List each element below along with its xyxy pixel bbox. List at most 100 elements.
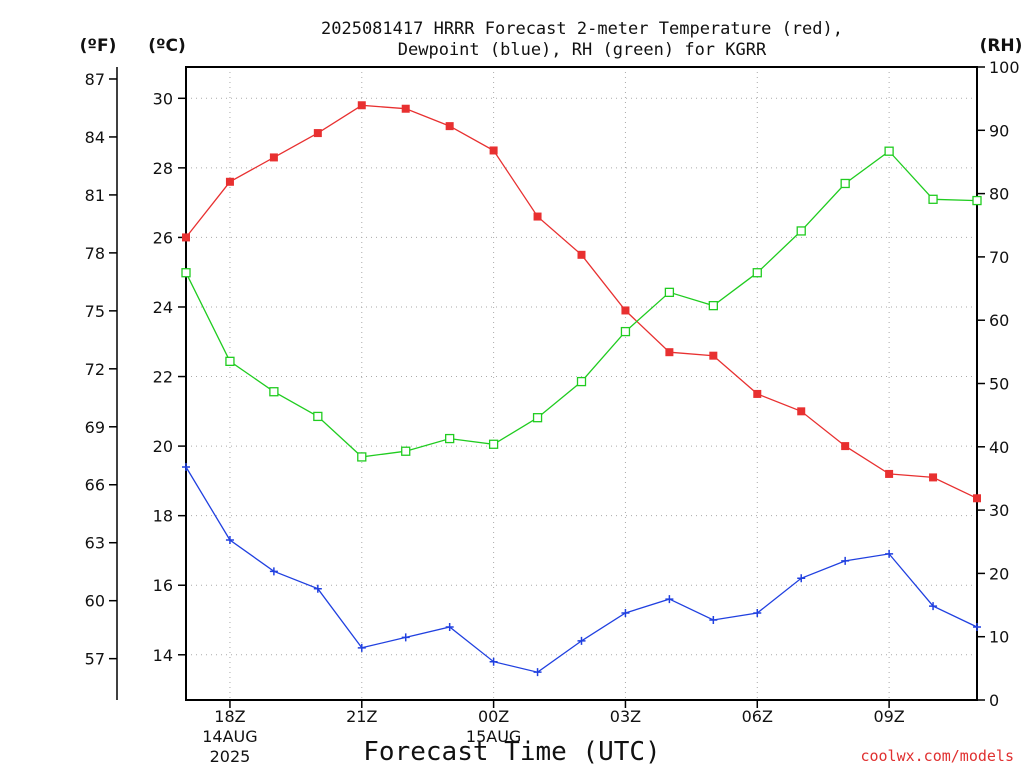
dewpoint-point [885, 549, 894, 558]
fahrenheit-tick-label: 87 [85, 70, 105, 89]
temperature-point [357, 101, 366, 110]
fahrenheit-tick-label: 75 [85, 302, 105, 321]
dewpoint-point [225, 536, 234, 545]
dewpoint-point [973, 622, 981, 631]
temperature-point [269, 153, 278, 162]
fahrenheit-tick-label: 81 [85, 186, 105, 205]
rh-point [181, 268, 191, 278]
fahrenheit-tick-label: 78 [85, 244, 105, 263]
dewpoint-point [841, 556, 850, 565]
rh-point [708, 300, 718, 311]
temperature-point [753, 389, 762, 398]
rh-point [357, 452, 367, 462]
celsius-tick-label: 28 [153, 159, 173, 178]
x-tick-label: 2025 [210, 747, 251, 766]
rh-point [664, 287, 675, 297]
temperature-point [665, 348, 674, 357]
rh-tick-label: 70 [989, 248, 1009, 267]
axes: 14 16 18 20 22 24 26 28 30 57 60 63 66 69 72 75 78 81 84 87… [85, 58, 1020, 766]
dewpoint-point [753, 609, 762, 618]
rh-point [532, 413, 543, 423]
fahrenheit-tick-label: 63 [85, 534, 105, 553]
dewpoint-point [533, 668, 542, 677]
rh-tick-label: 90 [989, 121, 1009, 140]
temperature-point [489, 146, 498, 155]
temperature-point [973, 494, 981, 503]
rh-point [928, 194, 938, 204]
rh-point [840, 178, 850, 189]
credit-label: coolwx.com/models [860, 747, 1014, 765]
rh-point [796, 226, 806, 236]
temperature-point [709, 351, 718, 360]
chart-title-line2: Dewpoint (blue), RH (green) for KGRR [398, 40, 767, 60]
temperature-point [621, 306, 630, 315]
temperature-point [182, 233, 190, 242]
temperature-point [797, 407, 806, 416]
rh-tick-label: 80 [989, 185, 1009, 204]
celsius-tick-label: 30 [153, 89, 173, 108]
dewpoint-point [797, 574, 806, 583]
fahrenheit-tick-label: 60 [85, 592, 105, 611]
rh-point [401, 446, 411, 456]
fahrenheit-tick-label: 66 [85, 476, 105, 495]
rh-tick-label: 0 [989, 691, 999, 710]
rh-point [269, 387, 279, 397]
dewpoint-point [489, 657, 498, 666]
rh-tick-label: 10 [989, 628, 1009, 647]
celsius-tick-label: 14 [153, 646, 173, 665]
rh-point [488, 439, 499, 449]
temperature-point [841, 442, 850, 451]
dewpoint-point [709, 616, 718, 625]
dewpoint-point [929, 602, 938, 611]
rh-point [313, 411, 323, 422]
fahrenheit-tick-label: 84 [85, 128, 105, 147]
temperature-point [225, 177, 234, 186]
x-tick-label: 15AUG [466, 727, 521, 746]
grid-lines [186, 67, 977, 700]
rh-point [225, 356, 235, 366]
celsius-tick-label: 20 [153, 437, 173, 456]
rh-tick-label: 100 [989, 58, 1020, 77]
celsius-tick-label: 24 [153, 298, 173, 317]
dewpoint-point [182, 462, 190, 471]
x-tick-label: 14AUG [202, 727, 257, 746]
x-tick-label: 00Z [478, 707, 509, 726]
celsius-tick-label: 22 [153, 368, 173, 387]
celsius-unit-label: (ºC) [148, 36, 186, 56]
dewpoint-point [621, 609, 630, 618]
rh-tick-label: 30 [989, 501, 1009, 520]
x-tick-label: 03Z [610, 707, 641, 726]
rh-point [576, 376, 587, 387]
data-series [181, 101, 982, 677]
temperature-point [401, 104, 410, 113]
dewpoint-point [313, 584, 322, 593]
x-tick-label: 09Z [873, 707, 904, 726]
temperature-point [445, 122, 454, 131]
fahrenheit-tick-label: 57 [85, 650, 105, 669]
temperature-point [533, 212, 542, 221]
dewpoint-point [577, 636, 586, 645]
rh-point [972, 195, 982, 206]
temperature-point [885, 469, 894, 478]
temperature-point [577, 250, 586, 259]
celsius-tick-label: 18 [153, 507, 173, 526]
rh-tick-label: 20 [989, 564, 1009, 583]
dewpoint-point [269, 567, 278, 576]
rh-tick-label: 50 [989, 375, 1009, 394]
temperature-point [313, 129, 322, 138]
dewpoint-point [665, 595, 674, 604]
x-axis-title: Forecast Time (UTC) [363, 737, 660, 767]
x-tick-label: 06Z [742, 707, 773, 726]
fahrenheit-tick-label: 72 [85, 360, 105, 379]
rh-point [445, 433, 455, 444]
rh-point [752, 268, 762, 278]
fahrenheit-unit-label: (ºF) [80, 36, 117, 56]
dewpoint-point [357, 643, 366, 652]
x-tick-label: 18Z [214, 707, 245, 726]
rh-unit-label: (RH) [980, 36, 1023, 56]
celsius-tick-label: 26 [153, 228, 173, 247]
rh-tick-label: 40 [989, 438, 1009, 457]
temperature-point [929, 473, 938, 482]
